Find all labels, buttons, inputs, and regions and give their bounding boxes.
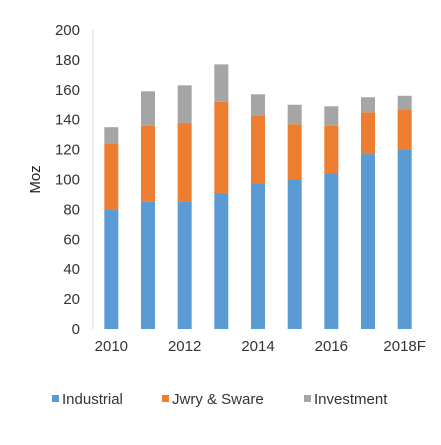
- bar-segment-industrial-2013: [214, 192, 229, 329]
- bar-segment-jwry-sware-2011: [141, 125, 155, 202]
- x-tick-label: 2016: [315, 338, 348, 355]
- bar-segment-jwry-sware-2016: [324, 125, 339, 174]
- bars: [104, 64, 412, 329]
- bar-segment-industrial-2014: [251, 183, 265, 329]
- bar-segment-investment-2010: [104, 127, 119, 144]
- y-tick-label: 100: [55, 172, 80, 189]
- bar-segment-industrial-2016: [324, 173, 339, 329]
- legend-label: Investment: [314, 391, 388, 408]
- x-tick-label: 2018F: [383, 338, 426, 355]
- bar-segment-jwry-sware-2018f: [397, 109, 412, 150]
- legend-swatch: [52, 395, 59, 402]
- bar-segment-jwry-sware-2010: [104, 143, 119, 210]
- bar-segment-industrial-2011: [141, 201, 155, 329]
- bar-segment-investment-2012: [177, 85, 192, 123]
- legend-label: Jwry & Sware: [172, 391, 264, 408]
- y-axis-label: Moz: [27, 165, 44, 193]
- x-tick-label: 2012: [168, 338, 201, 355]
- bar-segment-investment-2015: [287, 104, 302, 125]
- legend-swatch: [304, 395, 311, 402]
- y-axis-ticks: 0 20 40 60 80 100 120 140 160 180 200: [55, 22, 80, 338]
- bar-segment-industrial-2017: [361, 154, 375, 329]
- bar-segment-jwry-sware-2017: [361, 112, 375, 155]
- y-tick-label: 140: [55, 112, 80, 129]
- x-tick-label: 2014: [241, 338, 274, 355]
- bar-segment-jwry-sware-2015: [287, 124, 302, 180]
- y-tick-label: 120: [55, 142, 80, 159]
- y-tick-label: 200: [55, 22, 80, 39]
- x-tick-label: 2010: [95, 338, 128, 355]
- y-tick-label: 40: [63, 261, 80, 278]
- legend: Industrial Jwry & Sware Investment: [52, 391, 388, 408]
- y-tick-label: 0: [72, 321, 80, 338]
- y-tick-label: 180: [55, 52, 80, 69]
- y-tick-label: 160: [55, 82, 80, 99]
- bar-segment-investment-2017: [361, 97, 375, 113]
- bar-segment-investment-2013: [214, 64, 229, 102]
- y-tick-label: 60: [63, 231, 80, 248]
- y-tick-label: 20: [63, 291, 80, 308]
- bar-segment-investment-2016: [324, 106, 339, 126]
- bar-segment-investment-2018f: [397, 95, 412, 110]
- bar-segment-jwry-sware-2012: [177, 122, 192, 202]
- bar-segment-industrial-2012: [177, 201, 192, 329]
- bar-segment-industrial-2015: [287, 179, 302, 329]
- bar-segment-jwry-sware-2013: [214, 101, 229, 193]
- bar-segment-industrial-2018f: [397, 149, 412, 329]
- legend-label: Industrial: [62, 391, 123, 408]
- bar-segment-jwry-sware-2014: [251, 115, 265, 184]
- bar-segment-industrial-2010: [104, 209, 119, 329]
- bar-segment-investment-2011: [141, 91, 155, 126]
- legend-swatch: [162, 395, 169, 402]
- y-tick-label: 80: [63, 201, 80, 218]
- bar-segment-investment-2014: [251, 94, 265, 116]
- x-axis-ticks: 2010 2012 2014 2016 2018F: [95, 338, 426, 355]
